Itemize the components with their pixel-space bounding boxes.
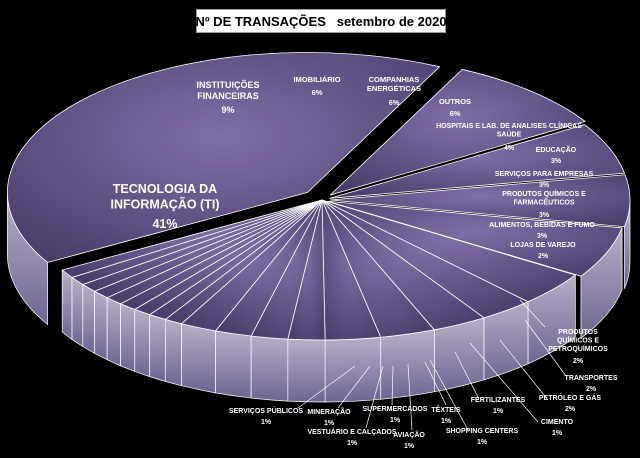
slice-value-1: 9% bbox=[221, 105, 234, 115]
slice-value-10: 2% bbox=[538, 253, 549, 260]
slice-value-12: 2% bbox=[586, 386, 597, 393]
slice-label-15: FERTILIZANTES bbox=[471, 397, 526, 404]
slice-label-13: PETRÓLEO E GÁS bbox=[539, 393, 602, 402]
slice-label-18: AVIAÇÃO bbox=[393, 430, 425, 439]
slice-label-20: VESTUÁRIO E CALÇADOS bbox=[307, 427, 396, 436]
leader-line-20 bbox=[365, 365, 384, 429]
pie-side-12 bbox=[215, 330, 252, 399]
slice-label-16: SHOPPING CENTERS bbox=[446, 428, 519, 435]
slice-label-19: SUPERMERCADOS bbox=[363, 406, 428, 413]
pie-slice-2 bbox=[329, 124, 626, 199]
slice-label-3: COMPANHIAS ENERGÉTICAS bbox=[367, 75, 421, 93]
slice-label-0: TECNOLOGIA DA INFORMAÇÃO (TI) bbox=[110, 182, 219, 211]
slice-value-0: 41% bbox=[152, 217, 177, 231]
slice-label-17: TÊXTEIS bbox=[431, 405, 461, 414]
slice-label-10: LOJAS DE VAREJO bbox=[510, 242, 576, 249]
leader-line-18 bbox=[407, 363, 413, 431]
slice-label-22: SERVIÇOS PÚBLICOS bbox=[229, 406, 303, 415]
slice-label-4: OUTROS bbox=[439, 97, 471, 106]
chart-title-box: Nº DE TRANSAÇÕES setembro de 2020 bbox=[195, 9, 447, 33]
slice-value-13: 2% bbox=[565, 406, 576, 413]
slice-value-9: 3% bbox=[537, 233, 548, 240]
slice-value-7: 3% bbox=[539, 182, 550, 189]
slice-value-22: 1% bbox=[261, 419, 272, 426]
slice-value-19: 1% bbox=[390, 417, 401, 424]
slice-value-2: 6% bbox=[312, 88, 323, 97]
pie-side-14 bbox=[164, 318, 182, 387]
pie-side-11 bbox=[250, 335, 289, 402]
slice-label-5: HOSPITAIS E LAB. DE ANALISES CLÍNICAS SAÚ… bbox=[436, 121, 582, 139]
slice-value-8: 3% bbox=[539, 212, 550, 219]
leader-line-11 bbox=[519, 299, 546, 328]
leader-line-22 bbox=[297, 365, 356, 409]
pie-side-17 bbox=[120, 303, 136, 372]
leader-line-13 bbox=[499, 339, 549, 401]
pie-side-13 bbox=[181, 323, 216, 394]
pie-side-18 bbox=[106, 297, 121, 367]
leader-line-21 bbox=[337, 365, 371, 409]
slice-value-21: 1% bbox=[324, 420, 335, 427]
leader-line-16 bbox=[429, 359, 469, 431]
pie-side-15 bbox=[149, 314, 166, 382]
slice-label-7: SERVIÇOS PARA EMPRESAS bbox=[495, 171, 594, 178]
leader-line-15 bbox=[454, 351, 480, 400]
slice-label-8: PRODUTOS QUÍMICOS E FARMACÊUTICOS bbox=[502, 189, 586, 207]
leader-line-17 bbox=[424, 361, 447, 406]
pie-side-7 bbox=[433, 317, 485, 393]
pie-slice-22 bbox=[61, 199, 323, 278]
slice-label-14: CIMENTO bbox=[541, 419, 574, 426]
slice-label-9: ALIMENTOS, BEBIDAS E FUMO bbox=[489, 222, 595, 229]
leader-line-14 bbox=[469, 342, 539, 423]
slice-value-14: 1% bbox=[552, 430, 563, 437]
pie-slice-1 bbox=[329, 68, 586, 196]
pie-side-20 bbox=[82, 283, 95, 354]
slice-label-11: PRODUTOS QUÍMICOS E PETROQUÍMICOS bbox=[548, 329, 608, 353]
pie-side-22 bbox=[61, 269, 73, 341]
pie-slice-4 bbox=[327, 200, 623, 277]
slice-value-6: 3% bbox=[551, 158, 562, 165]
pie-slice-0 bbox=[6, 52, 441, 263]
leader-line-12 bbox=[524, 319, 567, 377]
slice-value-4: 6% bbox=[450, 109, 461, 118]
slice-value-18: 1% bbox=[404, 443, 415, 450]
pie-slice-3 bbox=[329, 174, 631, 228]
slice-value-5: 4% bbox=[504, 145, 515, 152]
chart-title: Nº DE TRANSAÇÕES bbox=[195, 13, 326, 29]
pie-side-9 bbox=[324, 336, 382, 403]
pie-side-21 bbox=[71, 276, 84, 348]
slice-label-21: MINERAÇÃO bbox=[307, 407, 351, 416]
slice-value-20: 1% bbox=[347, 440, 358, 447]
slice-value-17: 1% bbox=[441, 418, 452, 425]
slice-label-2: IMOBILIÁRIO bbox=[293, 75, 340, 84]
slice-label-1: INSTITUIÇÕES FINANCEIRAS bbox=[196, 80, 259, 101]
pie-side-19 bbox=[94, 290, 108, 361]
slice-label-6: EDUCAÇÃO bbox=[536, 145, 577, 154]
slice-value-15: 1% bbox=[493, 408, 504, 415]
chart-subtitle: setembro de 2020 bbox=[336, 13, 447, 29]
pie-side-16 bbox=[134, 308, 151, 378]
leader-line-19 bbox=[391, 365, 394, 406]
slice-label-12: TRANSPORTES bbox=[565, 375, 618, 382]
slice-value-3: 6% bbox=[389, 98, 400, 107]
slice-value-16: 1% bbox=[477, 439, 488, 446]
slice-value-11: 2% bbox=[573, 358, 584, 365]
